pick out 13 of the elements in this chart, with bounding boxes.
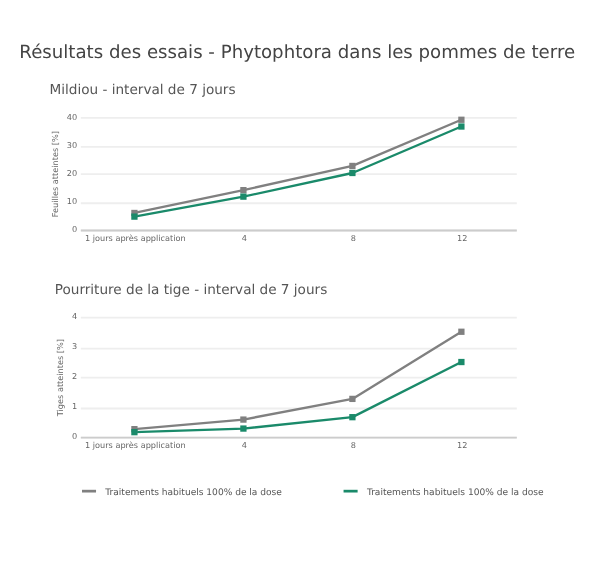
chart-title: Résultats des essais - Phytophtora dans les pommes de terre	[19, 41, 576, 64]
point	[349, 169, 356, 177]
point	[458, 358, 465, 366]
point	[458, 328, 465, 335]
point	[240, 425, 247, 432]
point	[458, 123, 465, 130]
point	[240, 187, 247, 194]
point	[240, 193, 247, 200]
point	[349, 162, 356, 170]
point	[349, 414, 356, 421]
point	[240, 416, 247, 423]
point	[458, 116, 465, 123]
point	[349, 395, 356, 403]
